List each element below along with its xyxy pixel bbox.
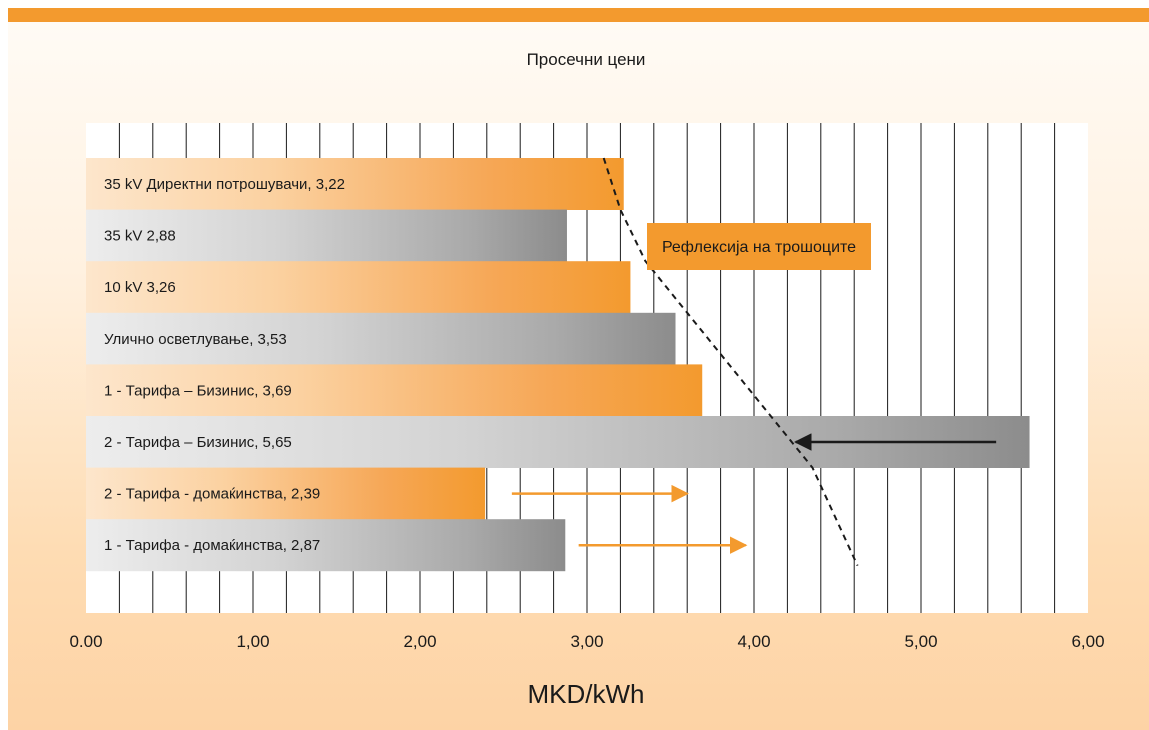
x-tick-label: 3,00	[570, 632, 603, 651]
cost-curve	[602, 157, 859, 567]
annotation-text: Рефлексија на трошоците	[662, 239, 856, 256]
bar	[86, 158, 624, 210]
bar-label: 2 - Тарифа - домаќинства, 2,39	[104, 486, 320, 503]
chart-page: Просечни цени 35 kV Директни потрошувачи…	[8, 8, 1149, 730]
annotation-box	[647, 223, 871, 270]
x-tick-label: 0.00	[69, 632, 102, 651]
bar-label: 1 - Тарифа - домаќинства, 2,87	[104, 537, 320, 554]
bar	[86, 312, 676, 365]
x-tick-label: 1,00	[236, 632, 269, 651]
cost-curve-layer	[602, 157, 859, 567]
bar-label: 1 - Тарифа – Бизинис, 3,69	[104, 382, 292, 399]
x-tick-label: 4,00	[737, 632, 770, 651]
bar-label: 2 - Тарифа – Бизинис, 5,65	[104, 434, 292, 451]
bar	[86, 209, 567, 262]
bar-labels: 35 kV Директни потрошувачи, 3,22 35 kV 2,…	[104, 176, 345, 554]
x-tick-label: 6,00	[1071, 632, 1104, 651]
chart-panel: Просечни цени 35 kV Директни потрошувачи…	[8, 22, 1149, 730]
bar	[86, 467, 486, 520]
bar	[86, 364, 703, 417]
x-tick-label: 5,00	[904, 632, 937, 651]
chart-title: Просечни цени	[527, 50, 646, 69]
bar-label: Улично осветлување, 3,53	[104, 331, 287, 348]
bar	[86, 261, 631, 314]
bar-label: 10 kV 3,26	[104, 279, 176, 296]
bar	[86, 519, 566, 572]
x-tick-labels: 0.00 1,00 2,00 3,00 4,00 5,00 6,00	[69, 632, 1104, 651]
top-accent-bar	[8, 8, 1149, 22]
bar-label: 35 kV Директни потрошувачи, 3,22	[104, 176, 345, 193]
x-tick-label: 2,00	[403, 632, 436, 651]
bar-label: 35 kV 2,88	[104, 228, 176, 245]
x-axis-label: MKD/kWh	[528, 679, 645, 709]
arrows	[511, 433, 997, 554]
bar-chart: Просечни цени 35 kV Директни потрошувачи…	[69, 50, 1104, 709]
